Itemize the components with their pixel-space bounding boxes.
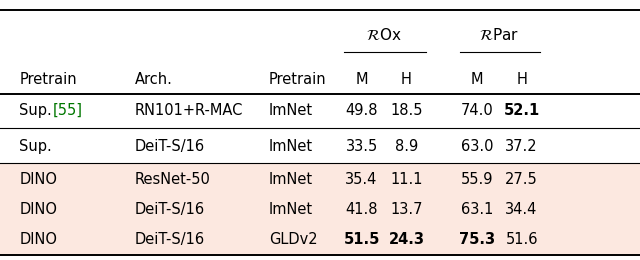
Text: ImNet: ImNet xyxy=(269,103,313,118)
Text: 27.5: 27.5 xyxy=(505,172,538,187)
Text: Sup.: Sup. xyxy=(19,139,52,154)
Text: RN101+R-MAC: RN101+R-MAC xyxy=(134,103,243,118)
Text: DeiT-S/16: DeiT-S/16 xyxy=(134,232,205,247)
Text: Sup.: Sup. xyxy=(19,103,55,118)
FancyBboxPatch shape xyxy=(0,164,640,195)
Text: DeiT-S/16: DeiT-S/16 xyxy=(134,202,205,217)
Text: ResNet-50: ResNet-50 xyxy=(134,172,211,187)
Text: DINO: DINO xyxy=(19,232,57,247)
Text: 41.8: 41.8 xyxy=(346,202,378,217)
Text: 74.0: 74.0 xyxy=(460,103,493,118)
Text: 51.6: 51.6 xyxy=(506,232,538,247)
Text: M: M xyxy=(470,72,483,87)
Text: 18.5: 18.5 xyxy=(390,103,422,118)
Text: 51.5: 51.5 xyxy=(344,232,380,247)
Text: 8.9: 8.9 xyxy=(395,139,418,154)
Text: 37.2: 37.2 xyxy=(506,139,538,154)
Text: $\mathcal{R}$Ox: $\mathcal{R}$Ox xyxy=(366,27,402,43)
Text: Arch.: Arch. xyxy=(134,72,172,87)
Text: 49.8: 49.8 xyxy=(346,103,378,118)
Text: 63.1: 63.1 xyxy=(461,202,493,217)
Text: Pretrain: Pretrain xyxy=(269,72,326,87)
Text: H: H xyxy=(401,72,412,87)
FancyBboxPatch shape xyxy=(0,224,640,255)
Text: DINO: DINO xyxy=(19,202,57,217)
Text: 33.5: 33.5 xyxy=(346,139,378,154)
FancyBboxPatch shape xyxy=(0,194,640,225)
Text: 35.4: 35.4 xyxy=(346,172,378,187)
Text: 52.1: 52.1 xyxy=(504,103,540,118)
Text: DeiT-S/16: DeiT-S/16 xyxy=(134,139,205,154)
Text: Pretrain: Pretrain xyxy=(19,72,77,87)
Text: GLDv2: GLDv2 xyxy=(269,232,317,247)
Text: M: M xyxy=(355,72,368,87)
Text: 63.0: 63.0 xyxy=(461,139,493,154)
Text: ImNet: ImNet xyxy=(269,172,313,187)
Text: 24.3: 24.3 xyxy=(388,232,424,247)
Text: 34.4: 34.4 xyxy=(506,202,538,217)
Text: ImNet: ImNet xyxy=(269,139,313,154)
Text: [55]: [55] xyxy=(52,103,83,118)
Text: H: H xyxy=(516,72,527,87)
Text: 75.3: 75.3 xyxy=(459,232,495,247)
Text: ImNet: ImNet xyxy=(269,202,313,217)
Text: $\mathcal{R}$Par: $\mathcal{R}$Par xyxy=(479,27,519,43)
Text: 11.1: 11.1 xyxy=(390,172,422,187)
Text: 13.7: 13.7 xyxy=(390,202,422,217)
Text: DINO: DINO xyxy=(19,172,57,187)
Text: 55.9: 55.9 xyxy=(461,172,493,187)
